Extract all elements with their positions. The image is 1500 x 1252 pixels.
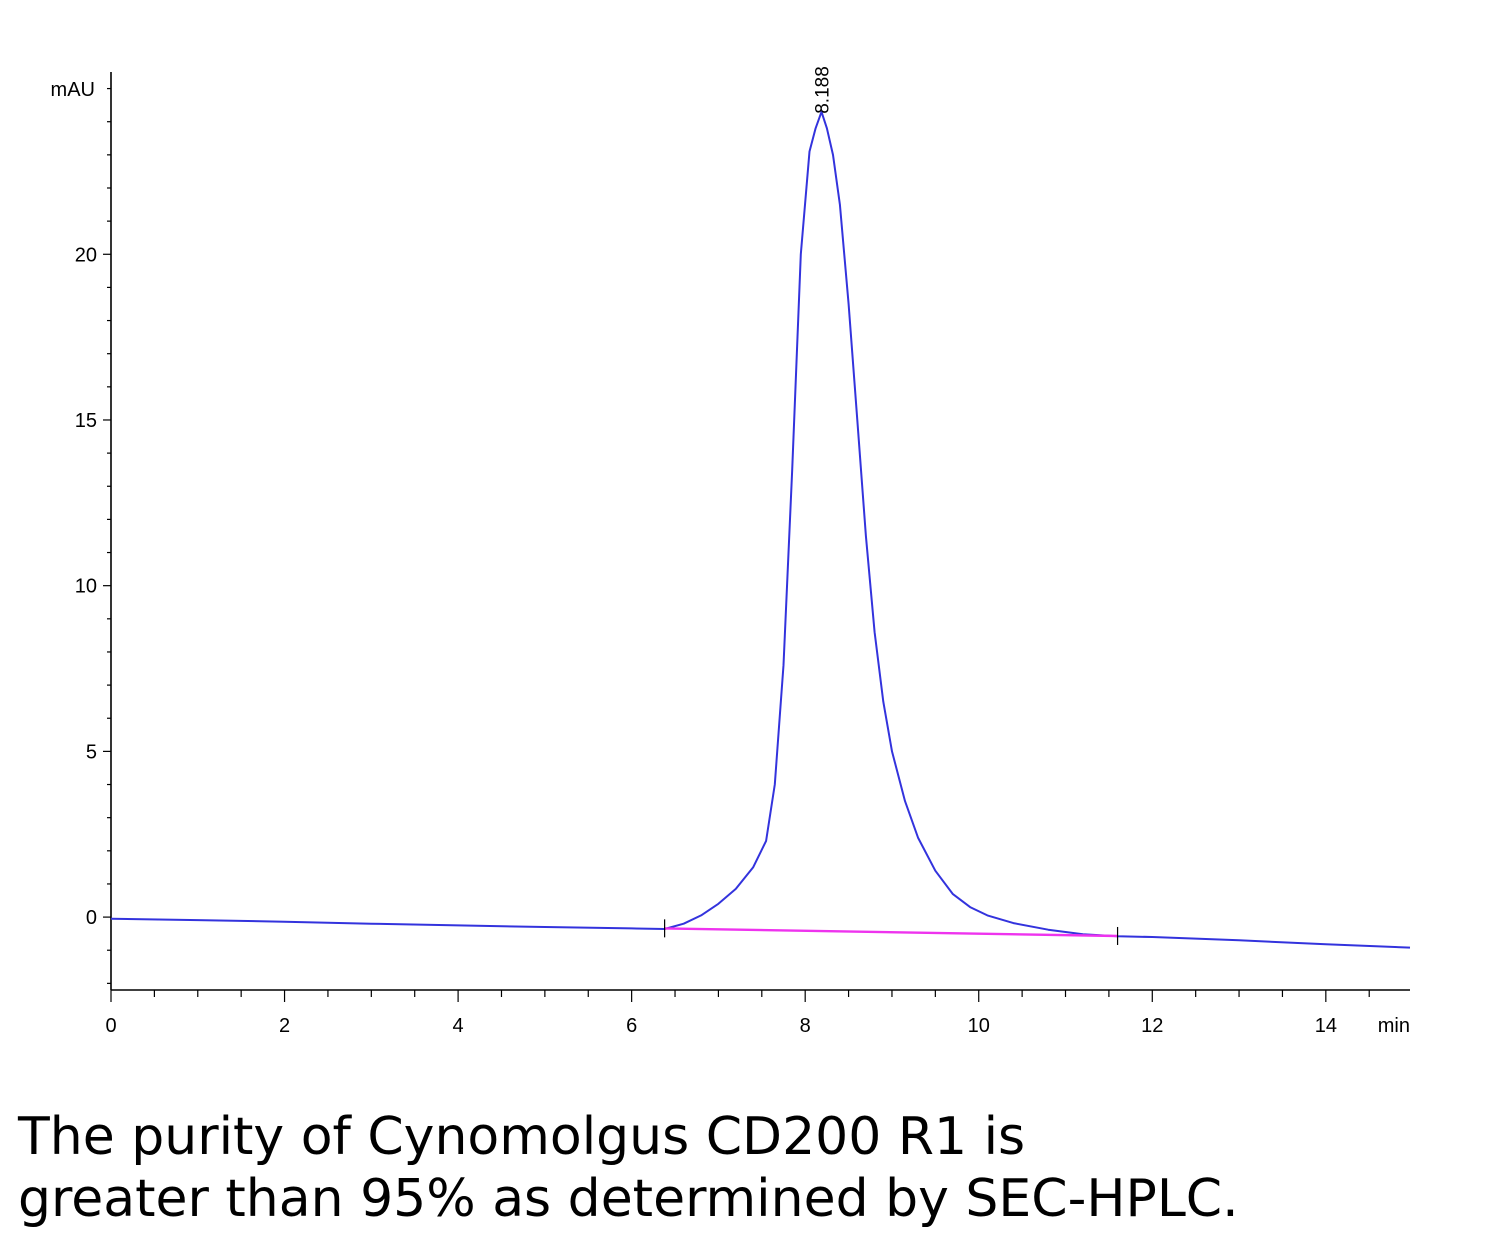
- x-tick-label: 10: [968, 1015, 990, 1037]
- caption-line-2: greater than 95% as determined by SEC-HP…: [18, 1169, 1239, 1229]
- x-tick-label: 12: [1141, 1015, 1163, 1037]
- x-axis-unit-label: min: [1378, 1015, 1410, 1037]
- series-layer: [110, 110, 1411, 949]
- x-tick-label: 14: [1315, 1015, 1337, 1037]
- x-tick-label: 4: [453, 1015, 464, 1037]
- peak-retention-label: 8.188: [813, 66, 834, 114]
- y-tick-label: 20: [75, 244, 97, 266]
- x-tick-label: 6: [626, 1015, 637, 1037]
- chromatogram-chart: 0 5 10 15 20 mAU 0 2 4 6 8 10 12 14 min 8.188: [51, 66, 1411, 1037]
- x-axis: 0 2 4 6 8 10 12 14 min: [105, 989, 1410, 1037]
- y-tick-label: 5: [86, 741, 97, 763]
- x-tick-label: 2: [279, 1015, 290, 1037]
- annotation-layer: 8.188: [664, 66, 1119, 945]
- chromatogram-trace: [110, 110, 1411, 949]
- integration-baseline: [664, 927, 1118, 938]
- caption-line-1: The purity of Cynomolgus CD200 R1 is: [18, 1107, 1026, 1167]
- y-tick-label: 10: [75, 576, 97, 598]
- y-tick-label: 15: [75, 410, 97, 432]
- x-tick-label: 8: [800, 1015, 811, 1037]
- y-tick-label: 0: [86, 907, 97, 929]
- y-axis-unit-label: mAU: [51, 79, 95, 101]
- figure-caption: The purity of Cynomolgus CD200 R1 is gre…: [18, 1106, 1478, 1230]
- x-tick-label: 0: [105, 1015, 116, 1037]
- y-axis: 0 5 10 15 20 mAU: [51, 72, 112, 990]
